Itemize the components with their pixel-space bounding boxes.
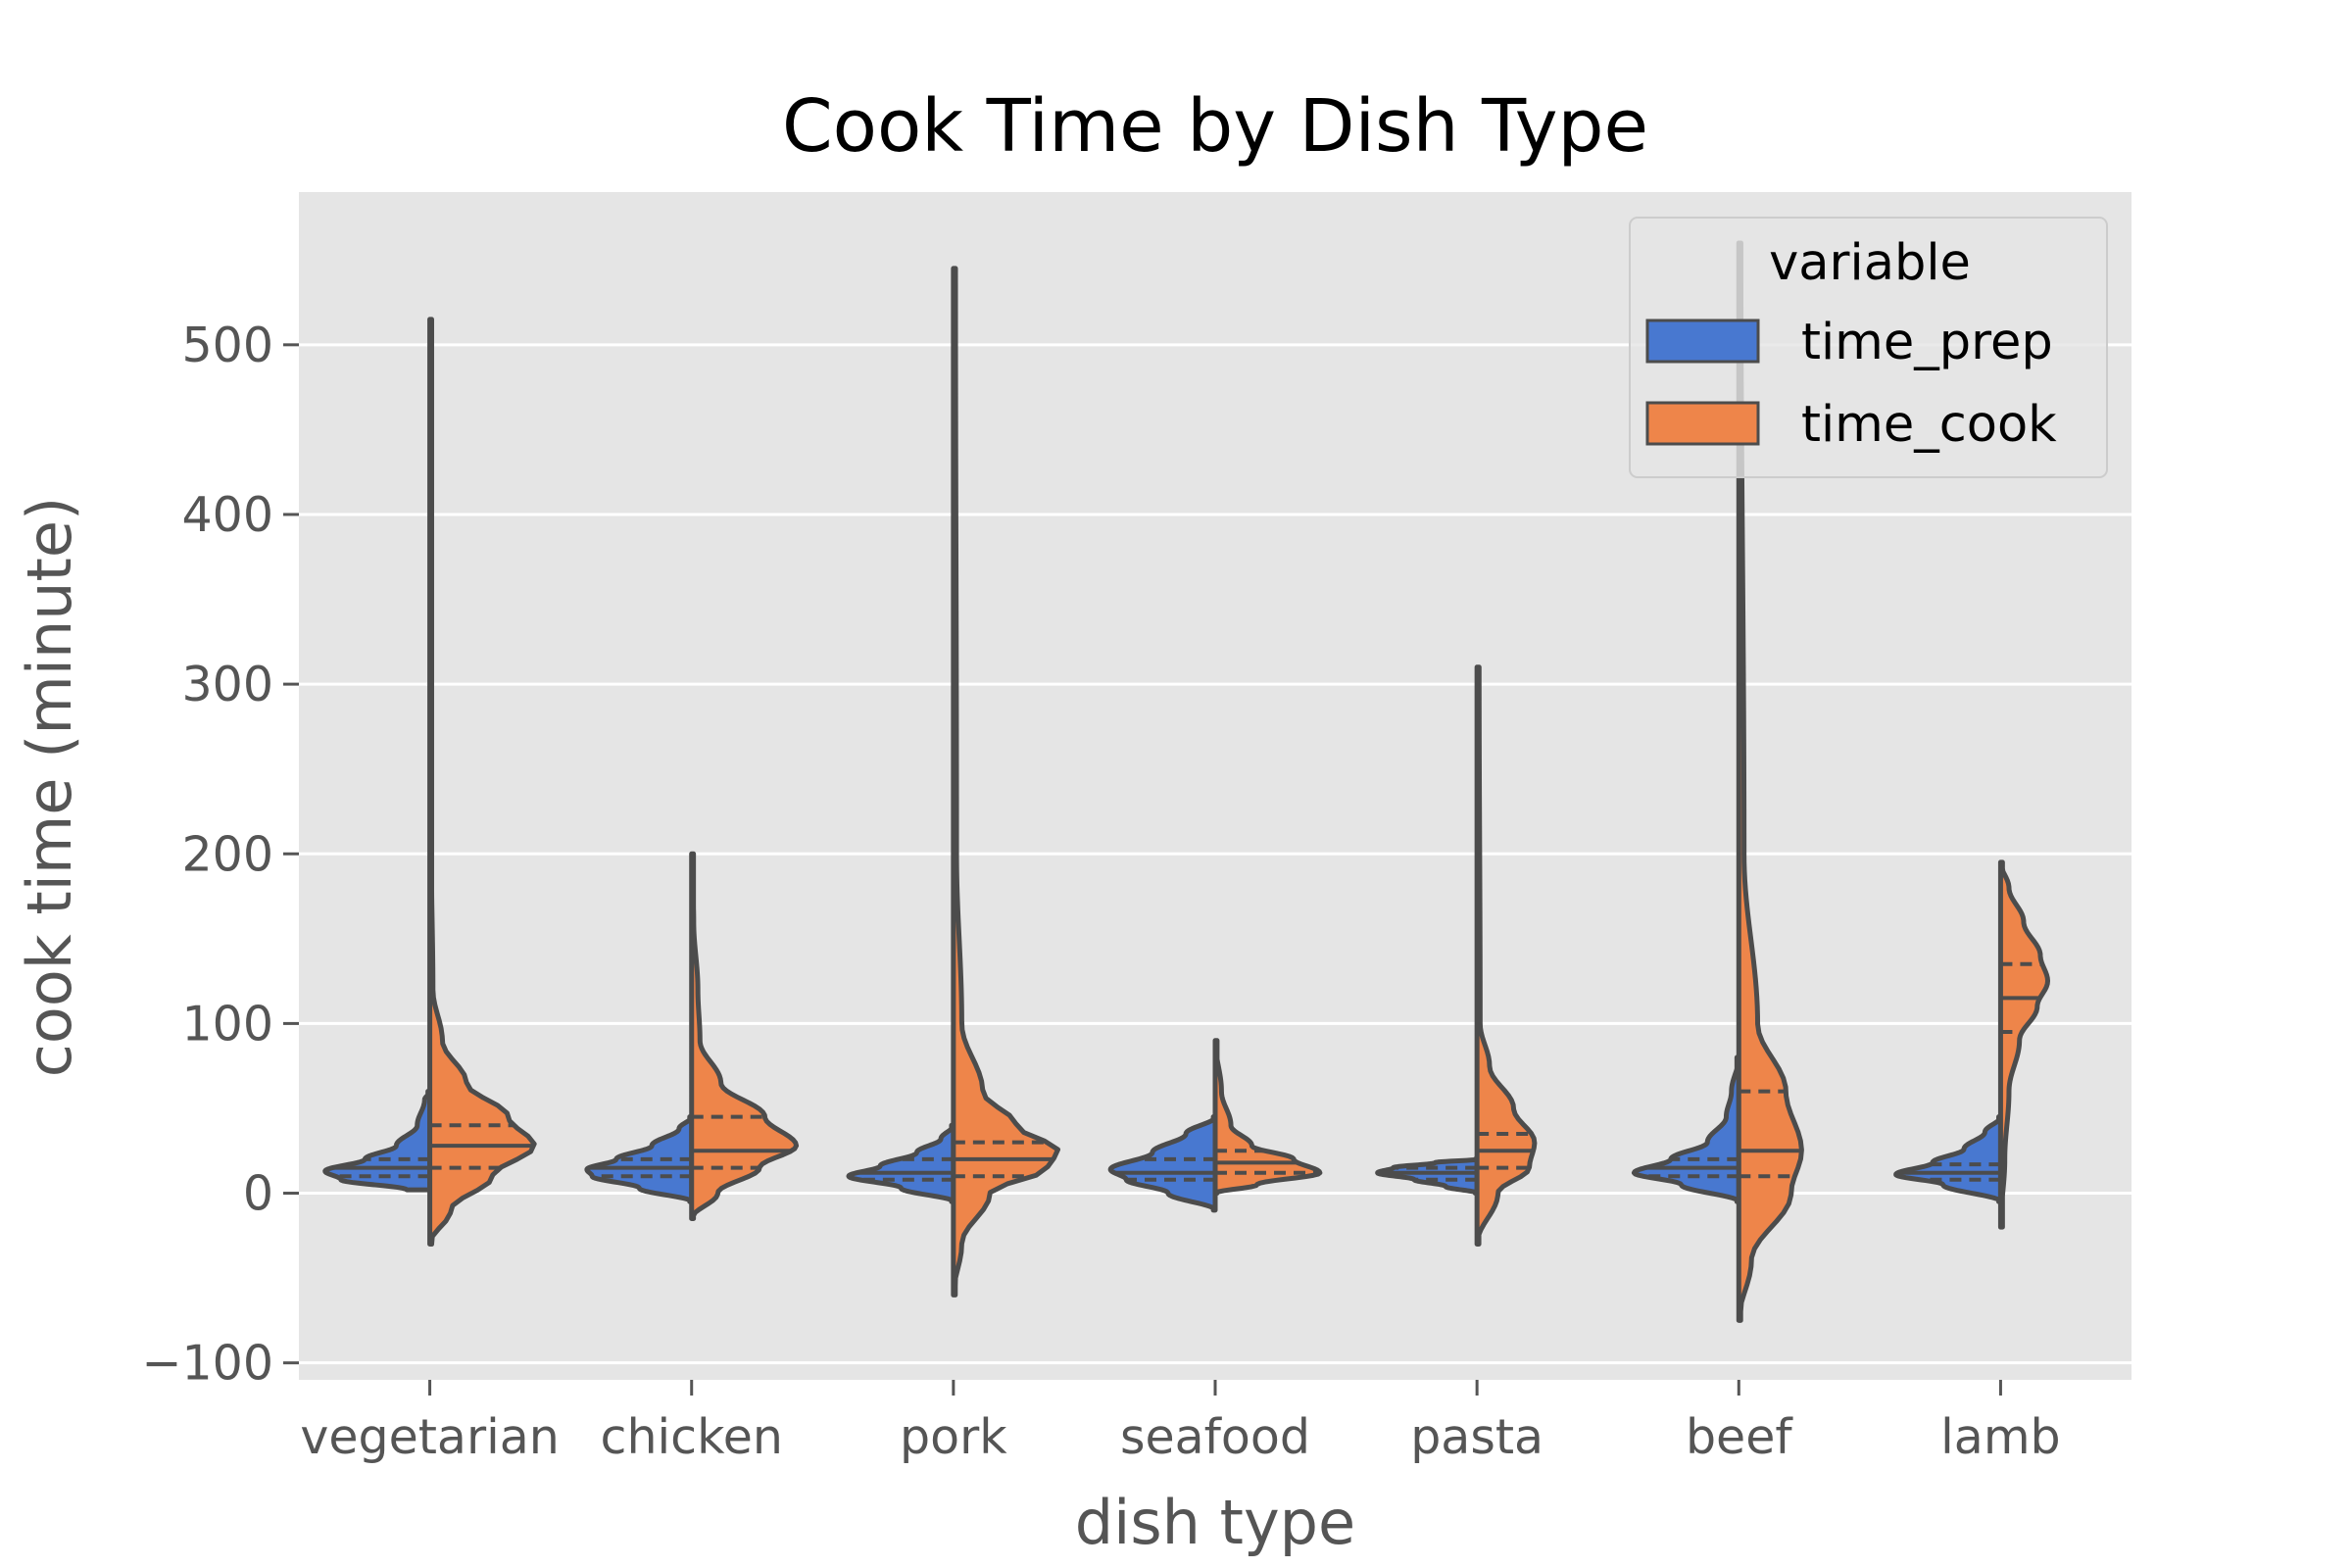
y-tick-label: −100 (141, 1336, 273, 1392)
violin-time-prep-chicken (584, 1114, 695, 1204)
violin-time-prep-vegetarian (322, 1089, 433, 1193)
x-axis-ticks: vegetarian chicken pork seafood pasta beef lam… (300, 1380, 2061, 1465)
legend-label-time-prep: time_prep (1801, 314, 2053, 371)
violin-time-cook-seafood (1212, 1038, 1323, 1197)
x-tick-label: pork (900, 1409, 1007, 1465)
y-tick-label: 100 (181, 996, 273, 1052)
y-tick-label: 300 (181, 657, 273, 712)
violin-time-cook-lamb (1997, 859, 2051, 1230)
x-tick-label: beef (1686, 1409, 1793, 1465)
y-tick-label: 200 (181, 826, 273, 882)
chart-title: Cook Time by Dish Type (782, 84, 1648, 169)
legend-label-time-cook: time_cook (1801, 396, 2057, 454)
y-axis-ticks: −100 0 100 200 300 400 500 (141, 318, 299, 1392)
x-tick-label: pasta (1410, 1409, 1544, 1465)
legend-swatch-time-prep (1645, 318, 1760, 364)
y-tick-label: 400 (181, 487, 273, 543)
x-tick-label: vegetarian (300, 1409, 559, 1465)
x-tick-label: chicken (601, 1409, 783, 1465)
violin-time-prep-seafood (1107, 1114, 1218, 1213)
x-axis-label: dish type (1075, 1487, 1355, 1558)
violins (322, 240, 2051, 1323)
violin-time-cook-vegetarian (427, 317, 537, 1247)
violin-time-prep-beef (1631, 1054, 1741, 1204)
y-tick-label: 0 (243, 1166, 273, 1222)
x-tick-label: seafood (1120, 1409, 1310, 1465)
y-axis-label: cook time (minute) (14, 497, 85, 1077)
violin-time-prep-pork (846, 1122, 956, 1204)
legend: variable time_prep time_cook (1629, 217, 2108, 478)
violin-time-cook-pasta (1474, 664, 1538, 1247)
legend-title: variable (1769, 234, 1971, 292)
x-tick-label: lamb (1940, 1409, 2060, 1465)
violin-time-cook-pork (951, 266, 1060, 1298)
y-tick-label: 500 (181, 318, 273, 373)
violin-time-cook-chicken (689, 851, 800, 1222)
legend-swatch-time-cook (1645, 401, 1760, 446)
